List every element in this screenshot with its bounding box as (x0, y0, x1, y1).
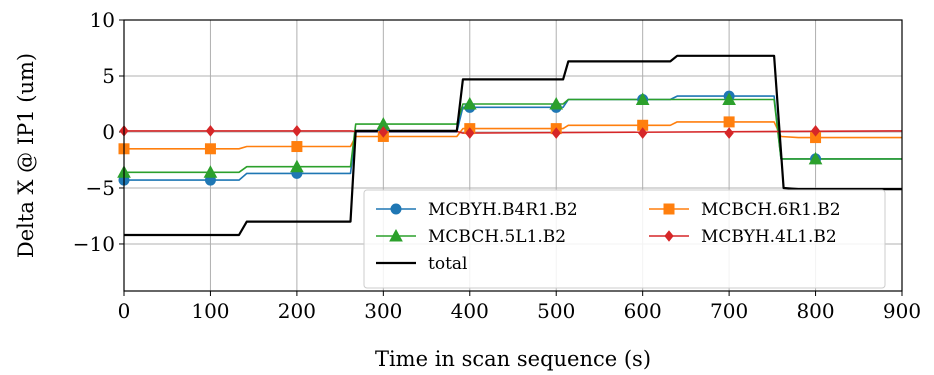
data-point-mcbch-5l1-b2 (203, 165, 218, 178)
x-tick-label: 200 (278, 299, 316, 323)
data-point-mcbch-5l1-b2 (808, 151, 823, 165)
x-tick-label: 500 (537, 299, 575, 323)
legend-item-mcbyh-4l1-b2: MCBYH.4L1.B2 (649, 227, 837, 247)
data-point-mcbch-5l1-b2 (635, 92, 650, 106)
x-axis-label: Time in scan sequence (s) (375, 347, 651, 371)
y-tick-label: −10 (73, 232, 115, 256)
data-point-mcbch-5l1-b2 (290, 159, 304, 173)
data-point-mcbyh-4l1-b2 (724, 127, 734, 139)
legend-marker (390, 203, 402, 215)
legend-label: MCBCH.6R1.B2 (701, 200, 841, 220)
y-tick-label: 0 (102, 120, 115, 144)
data-point-mcbyh-4l1-b2 (205, 125, 216, 137)
data-point-mcbch-5l1-b2 (462, 96, 477, 110)
legend-item-mcbch-6r1-b2: MCBCH.6R1.B2 (649, 200, 841, 220)
legend-marker (389, 228, 403, 242)
legend: MCBYH.B4R1.B2 MCBCH.6R1.B2 MCBCH.5L1.B2 MCB… (363, 189, 886, 289)
plot-frame (123, 19, 903, 292)
legend-marker (663, 203, 675, 215)
data-point-mcbch-6r1-b2 (291, 141, 303, 153)
x-tick-label: 600 (624, 299, 662, 323)
x-tick-label: 700 (710, 299, 748, 323)
legend-label: MCBYH.4L1.B2 (701, 227, 837, 247)
y-tick-label: −5 (86, 176, 115, 200)
x-axis-ticks: 0 100 200 300 400 500 600 700 800 900 (118, 291, 921, 323)
data-point-mcbyh-4l1-b2 (378, 126, 388, 138)
legend-item-mcbyh-b4r1-b2: MCBYH.B4R1.B2 (376, 200, 578, 220)
data-point-mcbyh-4l1-b2 (551, 127, 561, 139)
data-point-mcbyh-4l1-b2 (292, 125, 302, 137)
data-point-mcbch-6r1-b2 (204, 143, 216, 155)
x-tick-label: 300 (364, 299, 402, 323)
legend-label: MCBCH.5L1.B2 (428, 227, 566, 247)
x-tick-label: 800 (796, 299, 834, 323)
legend-marker (664, 230, 674, 242)
data-point-mcbyh-4l1-b2 (465, 127, 475, 139)
series-line-mcbch-5l1-b2 (124, 98, 902, 174)
legend-item-mcbch-5l1-b2: MCBCH.5L1.B2 (376, 227, 566, 247)
y-tick-label: 10 (90, 8, 115, 32)
series-line-mcbyh-b4r1-b2 (124, 95, 902, 181)
data-point-mcbyh-4l1-b2 (638, 127, 648, 139)
legend-label: MCBYH.B4R1.B2 (428, 200, 578, 220)
data-point-mcbyh-4l1-b2 (810, 125, 821, 137)
legend-item-total: total (376, 254, 467, 274)
series-markers (117, 90, 823, 186)
x-tick-label: 400 (451, 299, 489, 323)
y-axis-label: Delta X @ IP1 (um) (14, 53, 38, 258)
series-line-mcbch-6r1-b2 (124, 121, 902, 150)
data-point-mcbch-5l1-b2 (549, 96, 564, 110)
x-tick-label: 100 (191, 299, 229, 323)
y-axis-ticks: −10 −5 0 5 10 (73, 8, 124, 256)
data-point-mcbch-5l1-b2 (722, 92, 736, 106)
legend-box (363, 189, 886, 289)
series-lines (124, 54, 903, 237)
data-point-mcbch-6r1-b2 (723, 116, 735, 128)
x-tick-label: 900 (883, 299, 921, 323)
x-tick-label: 0 (118, 299, 131, 323)
legend-label: total (428, 254, 467, 274)
y-tick-label: 5 (102, 64, 115, 88)
series-line-total (124, 54, 902, 237)
